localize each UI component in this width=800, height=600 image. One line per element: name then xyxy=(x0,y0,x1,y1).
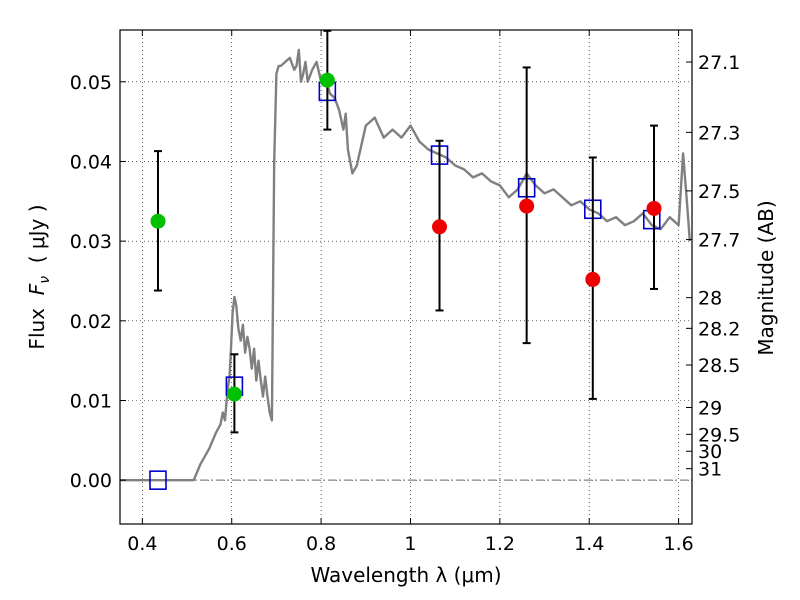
magnitude-tick-label: 27.5 xyxy=(698,181,740,203)
magnitude-tick-label: 30 xyxy=(698,441,722,463)
y-tick-label: 0.02 xyxy=(70,311,112,333)
plot-frame xyxy=(119,29,693,525)
magnitude-tick-label: 29 xyxy=(698,398,722,420)
x-tick-label: 1 xyxy=(404,533,416,555)
magnitude-tick-label: 31 xyxy=(698,459,722,481)
y-tick-label: 0.05 xyxy=(70,72,112,94)
x-tick-label: 0.8 xyxy=(306,533,336,555)
magnitude-tick-label: 27.7 xyxy=(698,230,740,252)
magnitude-tick-label: 28.5 xyxy=(698,355,740,377)
y-axis-label-symbol: F xyxy=(25,283,49,295)
y-axis-label-suffix: ( μJy ) xyxy=(25,204,49,276)
upper-limit-point xyxy=(519,198,535,214)
magnitude-tick-label: 27.3 xyxy=(698,122,740,144)
tick-labels: 0.4 0.6 0.8 1 1.2 1.4 1.6 0.00 0.01 0.02 0.03 0.04 0… xyxy=(70,52,741,555)
detection-point xyxy=(226,386,242,402)
x-tick-label: 1.4 xyxy=(574,533,604,555)
magnitude-tick-label: 27.1 xyxy=(698,52,740,74)
right-axis-label: Magnitude (AB) xyxy=(754,200,778,355)
y-axis-label: Flux Fν ( μJy ) xyxy=(25,204,53,349)
upper-limit-point xyxy=(585,271,601,287)
magnitude-tick-label: 28.2 xyxy=(698,318,740,340)
magnitude-tick-label: 29.5 xyxy=(698,424,740,446)
y-axis-label-subscript: ν xyxy=(37,276,53,284)
detection-point xyxy=(150,213,166,229)
x-tick-label: 1.6 xyxy=(663,533,693,555)
x-tick-label: 0.4 xyxy=(127,533,157,555)
y-tick-label: 0.04 xyxy=(70,151,112,173)
y-tick-label: 0.03 xyxy=(70,231,112,253)
x-tick-label: 1.2 xyxy=(485,533,515,555)
x-axis-label: Wavelength λ (μm) xyxy=(310,563,501,587)
axis-ticks xyxy=(120,30,692,524)
x-tick-label: 0.6 xyxy=(217,533,247,555)
y-tick-label: 0.00 xyxy=(70,470,112,492)
detection-point xyxy=(319,72,335,88)
magnitude-tick-label: 28 xyxy=(698,288,722,310)
upper-limit-point xyxy=(646,200,662,216)
upper-limit-point xyxy=(432,219,448,235)
y-tick-label: 0.01 xyxy=(70,391,112,413)
model-photometry-square xyxy=(149,470,167,490)
y-axis-label-prefix: Flux xyxy=(25,295,49,349)
data-series xyxy=(120,29,691,490)
